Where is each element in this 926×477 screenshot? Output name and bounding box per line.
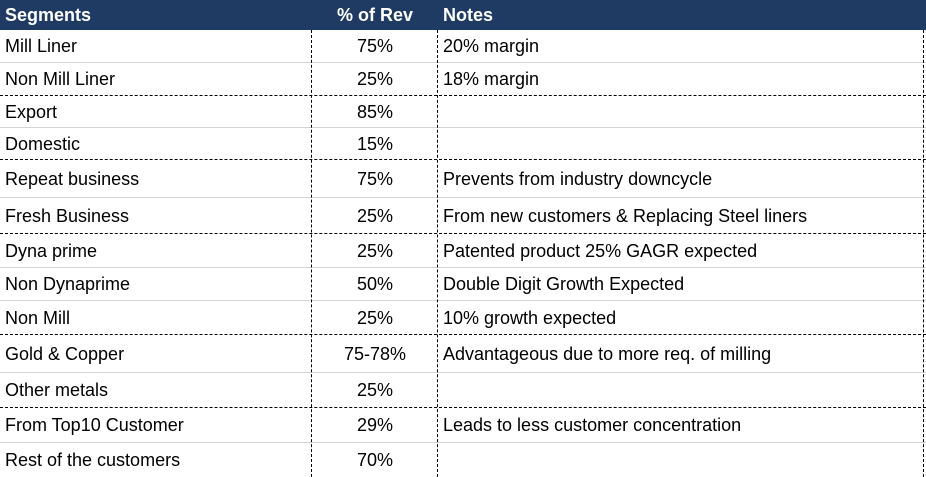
segment-cell: Non Mill Liner [5,69,116,89]
segment-cell: Domestic [5,133,81,154]
segment-cell: Repeat business [5,168,140,189]
share-cell: 85% [356,101,394,122]
group-divider [0,159,926,160]
segment-cell: Fresh Business [5,205,130,226]
notes-cell: Prevents from industry downcycle [443,168,713,189]
segment-cell: Other metals [5,380,109,400]
segment-cell: Dyna prime [5,240,98,261]
group-divider [0,95,926,96]
segment-cell: Non Dynaprime [5,274,131,294]
segment-cell: Rest of the customers [5,449,181,470]
row-divider [0,372,926,373]
share-cell: 25% [356,307,394,328]
segment-cell: Gold & Copper [5,343,125,364]
share-cell: 50% [356,274,394,294]
column-divider [311,30,312,477]
row-divider [0,300,926,301]
notes-cell: 10% growth expected [443,307,617,328]
segment-cell: Export [5,101,58,122]
notes-cell: From new customers & Replacing Steel lin… [443,205,808,226]
share-cell: 25% [356,380,394,400]
notes-cell: 20% margin [443,36,540,56]
notes-cell: Advantageous due to more req. of milling [443,343,772,364]
share-cell: 25% [356,69,394,89]
column-header: % of Rev [312,0,438,30]
notes-cell: Leads to less customer concentration [443,415,742,435]
row-divider [0,62,926,63]
share-cell: 75% [356,36,394,56]
group-divider [0,233,926,234]
column-divider [923,30,924,477]
row-divider [0,267,926,268]
column-header: Notes [438,0,926,30]
notes-cell: Double Digit Growth Expected [443,274,685,294]
share-cell: 25% [356,205,394,226]
segment-cell: From Top10 Customer [5,415,184,435]
share-cell: 75% [356,168,394,189]
row-divider [0,197,926,198]
group-divider [0,334,926,335]
notes-cell: Patented product 25% GAGR expected [443,240,758,261]
share-cell: 70% [356,449,394,470]
segment-cell: Non Mill [5,307,71,328]
column-divider [437,30,438,477]
share-cell: 75-78% [343,343,407,364]
share-cell: 25% [356,240,394,261]
segment-cell: Mill Liner [5,36,78,56]
column-header: Segments [0,0,312,30]
notes-cell: 18% margin [443,69,540,89]
row-divider [0,442,926,443]
row-divider [0,127,926,128]
group-divider [0,407,926,408]
share-cell: 15% [356,133,394,154]
share-cell: 29% [356,415,394,435]
